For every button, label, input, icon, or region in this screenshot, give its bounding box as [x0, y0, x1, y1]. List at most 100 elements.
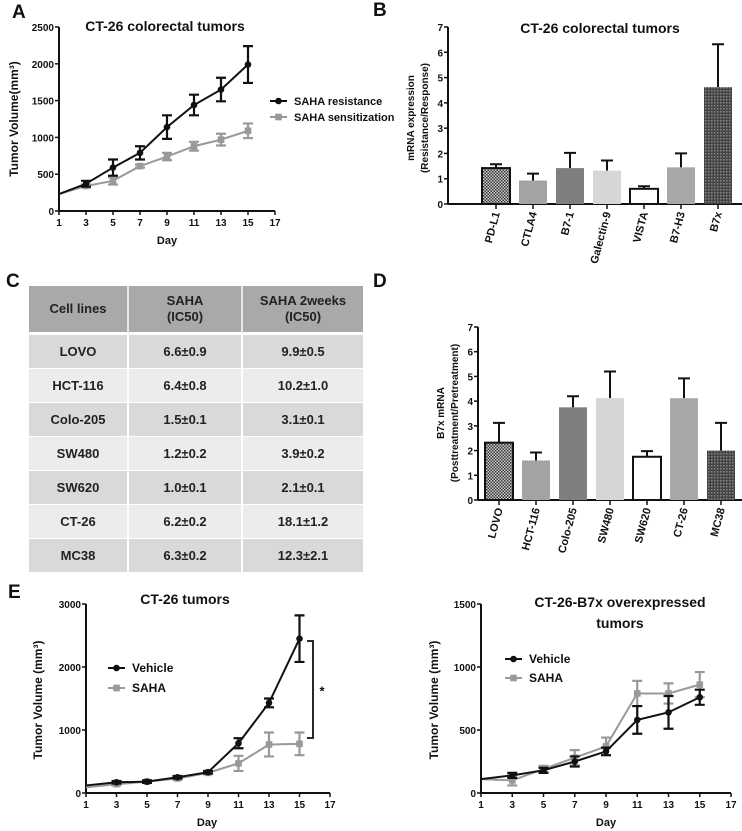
- error-bar: [527, 172, 539, 181]
- x-tick-label: B7x: [708, 210, 725, 233]
- table-cell: 2.1±0.1: [243, 471, 363, 505]
- data-point: [265, 699, 273, 707]
- x-tick-label: 15: [694, 800, 706, 811]
- x-tick-label: 7: [137, 218, 143, 229]
- ic50-table: Cell lines SAHA (IC50) SAHA 2weeks (IC50) …: [29, 286, 363, 573]
- y-tick-label: 2000: [59, 663, 82, 674]
- panel-label-e: E: [8, 582, 21, 603]
- significance-star: *: [319, 684, 325, 699]
- bar-b7x: [704, 87, 732, 204]
- data-point: [109, 177, 117, 185]
- data-point: [633, 690, 641, 697]
- data-point: [296, 740, 303, 748]
- data-point: [633, 716, 641, 724]
- data-point: [82, 180, 90, 188]
- data-point: [665, 690, 672, 697]
- y-tick-label: 7: [437, 23, 443, 34]
- significance-bracket: [307, 640, 314, 739]
- panel-label-d: D: [373, 271, 387, 292]
- data-point: [143, 778, 151, 785]
- y-axis-label: B7x mRNA: [436, 387, 447, 439]
- x-tick-label: 17: [725, 800, 737, 811]
- series-line: [480, 683, 701, 782]
- table-cell: LOVO: [29, 335, 129, 369]
- x-tick-label: B7-H3: [668, 211, 688, 245]
- header-text: Cell lines: [49, 301, 107, 316]
- x-axis-label: Day: [596, 817, 617, 829]
- legend-label: Vehicle: [132, 661, 174, 675]
- data-point: [571, 758, 579, 765]
- data-point: [163, 153, 171, 160]
- header-subtext: (IC50): [166, 309, 204, 324]
- panel-label-b: B: [373, 0, 387, 21]
- y-tick-label: 0: [470, 789, 476, 800]
- table-row: CT-26 6.2±0.2 18.1±1.2: [29, 505, 363, 539]
- data-point: [113, 778, 120, 786]
- y-tick-label: 6: [437, 48, 443, 59]
- y-tick-label: 2000: [32, 60, 55, 71]
- table-row: SW620 1.0±0.1 2.1±0.1: [29, 471, 363, 505]
- table-cell: CT-26: [29, 505, 129, 539]
- y-tick-label: 0: [437, 200, 443, 211]
- bar-ct-26: [670, 398, 698, 500]
- legend-label: SAHA resistance: [294, 96, 382, 108]
- table-cell: 6.6±0.9: [129, 335, 243, 369]
- legend-marker: [275, 97, 282, 105]
- x-axis-label: Day: [157, 235, 178, 247]
- data-point: [696, 693, 704, 701]
- bar-b7-h3: [667, 167, 695, 204]
- x-tick-label: 5: [541, 800, 547, 811]
- legend-marker: [510, 674, 517, 682]
- x-tick-label: Colo-205: [556, 507, 580, 555]
- y-tick-label: 3: [467, 422, 473, 433]
- y-tick-label: 5: [437, 74, 443, 85]
- y-tick-label: 1: [437, 175, 443, 186]
- data-point: [235, 760, 242, 767]
- x-tick-label: Galectin-9: [589, 211, 614, 265]
- table-cell: 1.0±0.1: [129, 471, 243, 505]
- x-tick-label: 13: [215, 218, 227, 229]
- y-tick-label: 4: [437, 99, 443, 110]
- data-point: [540, 767, 547, 774]
- y-tick-label: 0: [467, 496, 473, 507]
- table-row: HCT-116 6.4±0.8 10.2±1.0: [29, 369, 363, 403]
- data-point: [244, 127, 252, 135]
- bar-sw480: [596, 398, 624, 500]
- legend-label: SAHA: [132, 681, 166, 695]
- y-axis-label: Tumor Volume (mm³): [31, 641, 45, 760]
- y-axis-label: (Posttreatment/Pretreatment): [450, 344, 461, 482]
- y-tick-label: 0: [48, 207, 54, 218]
- x-tick-label: 3: [114, 800, 120, 811]
- x-tick-label: 3: [509, 800, 515, 811]
- y-tick-label: 1000: [454, 663, 477, 674]
- y-tick-label: 3: [437, 124, 443, 135]
- series-line: [85, 638, 301, 787]
- x-tick-label: 9: [205, 800, 211, 811]
- data-point: [665, 709, 672, 716]
- table-header-row: Cell lines SAHA (IC50) SAHA 2weeks (IC50): [29, 286, 363, 335]
- x-tick-label: 13: [263, 800, 275, 811]
- data-point: [217, 136, 225, 143]
- data-point: [204, 768, 212, 776]
- x-tick-label: 17: [324, 800, 336, 811]
- data-point: [217, 86, 225, 93]
- legend-marker: [113, 664, 120, 672]
- y-tick-label: 1000: [32, 133, 55, 144]
- x-tick-label: 9: [164, 218, 170, 229]
- data-point: [190, 142, 198, 150]
- error-bar: [678, 377, 690, 399]
- y-axis-label: mRNA expression: [406, 75, 417, 161]
- table-cell: 10.2±1.0: [243, 369, 363, 403]
- bar-colo-205: [559, 407, 587, 500]
- table-cell: 6.2±0.2: [129, 505, 243, 539]
- y-tick-label: 0: [75, 789, 81, 800]
- y-tick-label: 1500: [32, 97, 55, 108]
- x-tick-label: 7: [175, 800, 181, 811]
- table-cell: 9.9±0.5: [243, 335, 363, 369]
- error-bar: [715, 421, 727, 451]
- header-text: SAHA 2weeks: [259, 293, 347, 308]
- x-tick-label: 11: [233, 800, 244, 811]
- header-subtext: (IC50): [284, 309, 322, 324]
- bar-galectin-9: [593, 170, 621, 204]
